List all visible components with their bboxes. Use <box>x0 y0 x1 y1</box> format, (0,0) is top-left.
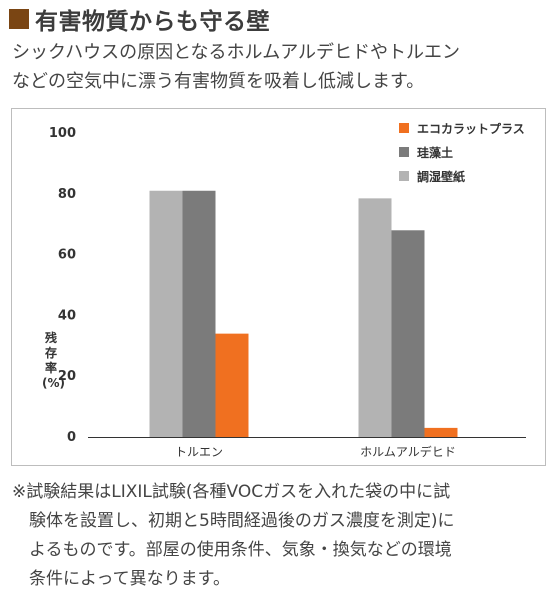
legend-label-0: エコカラットプラス <box>417 121 525 136</box>
y-tick-label: 100 <box>49 126 76 141</box>
footnote-line-1: ※試験結果はLIXIL試験(各種VOCガスを入れた袋の中に試 <box>12 482 451 502</box>
y-axis-label: 残 存 率 (%) <box>42 331 65 391</box>
bar-1-1 <box>391 230 425 437</box>
x-category-label: ホルムアルデヒド <box>360 444 456 459</box>
bar-0-0 <box>149 190 183 437</box>
bar-0-1 <box>182 190 216 437</box>
y-axis-label-line-1: 残 <box>44 331 57 345</box>
y-tick-label: 40 <box>58 308 76 323</box>
y-axis-label-line-3: 率 <box>44 361 57 375</box>
heading-square-icon <box>9 9 29 29</box>
bar-1-0 <box>358 198 392 437</box>
intro-line-2: などの空気中に漂う有害物質を吸着し低減します。 <box>12 71 425 92</box>
footnote-line-3: よるものです。部屋の使用条件、気象・換気などの環境 <box>29 540 452 560</box>
footnote: ※試験結果はLIXIL試験(各種VOCガスを入れた袋の中に試 験体を設置し、初期… <box>12 478 552 594</box>
y-tick-label: 80 <box>58 187 76 202</box>
y-tick-label: 60 <box>58 248 76 263</box>
footnote-line-4: 条件によって異なります。 <box>29 569 230 589</box>
y-axis-label-line-2: 存 <box>44 346 57 360</box>
legend-swatch-2 <box>399 171 409 181</box>
section-heading: 有害物質からも守る壁 <box>9 4 270 35</box>
legend-swatch-0 <box>399 123 409 133</box>
y-tick-label: 20 <box>58 369 76 384</box>
x-category-label: トルエン <box>175 445 223 459</box>
legend-label-1: 珪藻土 <box>417 145 453 160</box>
footnote-line-2: 験体を設置し、初期と5時間経過後のガス濃度を測定)に <box>29 511 455 531</box>
y-tick-label: 0 <box>67 430 76 445</box>
page-title: 有害物質からも守る壁 <box>35 9 270 35</box>
bar-1-2 <box>424 427 458 437</box>
intro-text: シックハウスの原因となるホルムアルデヒドやトルエン などの空気中に漂う有害物質を… <box>12 38 552 96</box>
y-axis-label-line-4: (%) <box>42 376 65 390</box>
intro-line-1: シックハウスの原因となるホルムアルデヒドやトルエン <box>12 42 461 63</box>
legend-swatch-1 <box>399 147 409 157</box>
bar-0-2 <box>215 333 249 437</box>
chart-panel: 0 20 40 60 80 100 トルエン ホルムアルデヒド エコカラットプラス 珪藻土調湿壁紙… <box>11 108 546 466</box>
legend-label-2: 調湿壁紙 <box>417 169 465 184</box>
